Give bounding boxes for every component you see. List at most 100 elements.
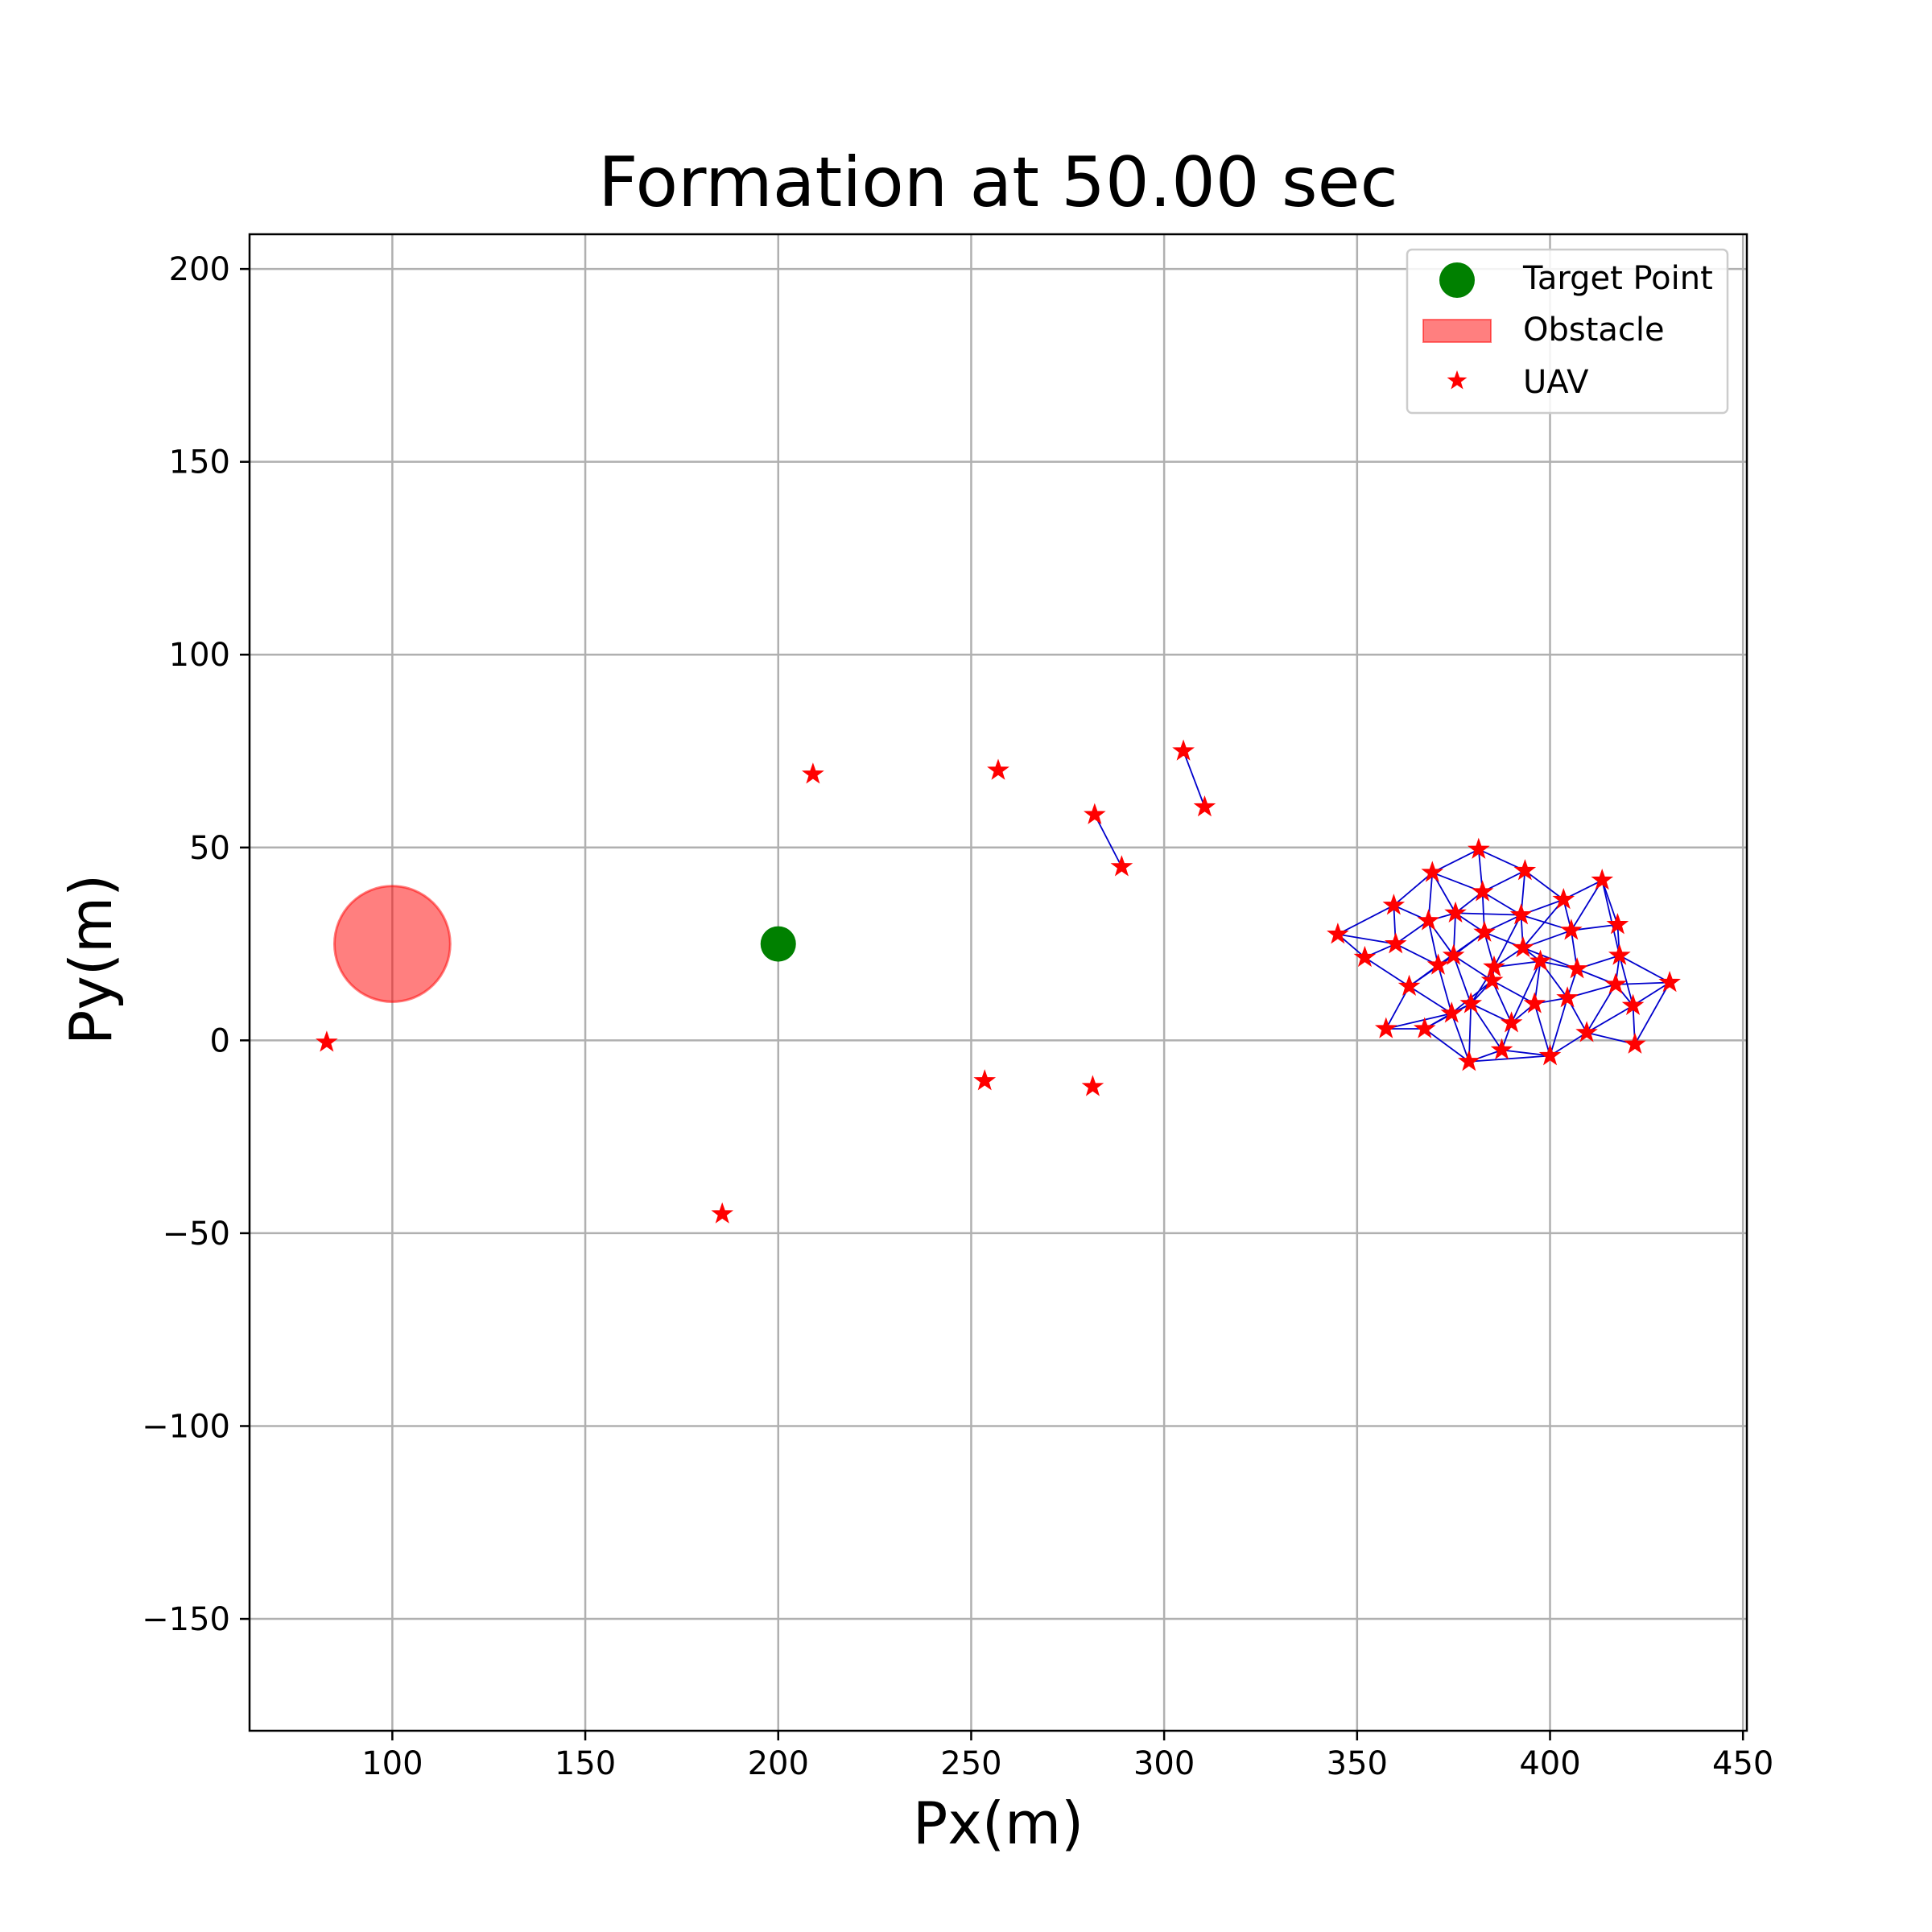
y-tick-label: −150 bbox=[142, 1601, 230, 1638]
y-axis-label: Py(m) bbox=[57, 874, 125, 1045]
uav-link bbox=[1337, 904, 1394, 935]
uav-link bbox=[1615, 981, 1670, 985]
uav-marker bbox=[1483, 955, 1505, 977]
uav-link bbox=[1549, 997, 1568, 1056]
uav-link bbox=[1385, 1012, 1452, 1030]
uav-link bbox=[1183, 750, 1206, 807]
legend-label-target-point: Target Point bbox=[1522, 260, 1713, 297]
uav-marker bbox=[1468, 837, 1490, 859]
uav-marker bbox=[1604, 972, 1627, 994]
uav-marker bbox=[1417, 909, 1440, 931]
uav-marker bbox=[987, 758, 1009, 780]
x-tick-label: 150 bbox=[555, 1745, 616, 1782]
x-tick-label: 300 bbox=[1133, 1745, 1195, 1782]
uav-marker bbox=[1566, 957, 1588, 979]
uav-marker bbox=[1591, 868, 1614, 890]
uav-link bbox=[1633, 981, 1670, 1007]
y-tick-label: 0 bbox=[210, 1022, 230, 1059]
uav-marker bbox=[1538, 1043, 1562, 1066]
uav-marker bbox=[1459, 992, 1483, 1013]
y-tick-label: −50 bbox=[163, 1216, 230, 1253]
uav-marker bbox=[1110, 855, 1133, 877]
uav-link bbox=[1395, 920, 1430, 945]
legend-box bbox=[1406, 248, 1729, 415]
uav-link bbox=[1451, 1013, 1470, 1063]
uav-marker bbox=[1172, 739, 1195, 761]
y-tick-label: 100 bbox=[169, 637, 230, 674]
uav-marker bbox=[1442, 943, 1465, 965]
axis-ticks: 100 150 200 250 300 350 400 450 −150 −100 −50 0 50 10… bbox=[142, 251, 1773, 1782]
chart-title: Formation at 50.00 sec bbox=[598, 142, 1398, 223]
uav-link bbox=[1524, 869, 1564, 901]
uav-link bbox=[1437, 964, 1453, 1014]
y-tick-label: 200 bbox=[169, 251, 230, 288]
legend-uav-star-marker bbox=[1447, 370, 1468, 390]
uav-marker bbox=[1458, 1050, 1480, 1071]
uav-marker bbox=[1413, 1017, 1436, 1038]
legend-label-uav: UAV bbox=[1523, 364, 1589, 401]
legend-target-point-marker bbox=[1439, 262, 1475, 298]
uav-marker bbox=[1621, 993, 1645, 1016]
y-tick-label: −100 bbox=[142, 1408, 230, 1445]
uav-marker bbox=[1374, 1017, 1397, 1038]
uav-marker bbox=[1327, 923, 1349, 944]
uav-link bbox=[1601, 880, 1619, 925]
uav-link bbox=[1337, 933, 1396, 945]
x-tick-label: 450 bbox=[1712, 1745, 1773, 1782]
uav-marker bbox=[1397, 974, 1421, 997]
x-tick-label: 200 bbox=[748, 1745, 809, 1782]
x-tick-label: 250 bbox=[940, 1745, 1001, 1782]
uav-marker bbox=[1353, 945, 1377, 968]
uav-link bbox=[1586, 1005, 1634, 1034]
uav-link bbox=[1522, 898, 1564, 948]
x-tick-label: 400 bbox=[1519, 1745, 1580, 1782]
uav-marker bbox=[1382, 894, 1406, 915]
uav-marker bbox=[1560, 919, 1583, 940]
uav-link bbox=[1493, 914, 1522, 968]
legend: Target Point Obstacle UAV bbox=[1406, 248, 1729, 415]
uav-marker bbox=[1421, 861, 1444, 882]
uav-link bbox=[1431, 848, 1480, 873]
plot-frame bbox=[248, 233, 1748, 1732]
uav-link bbox=[1094, 814, 1123, 868]
uav-marker bbox=[1084, 803, 1106, 824]
communication-links bbox=[1094, 750, 1670, 1063]
y-tick-label: 50 bbox=[189, 830, 230, 867]
uav-link bbox=[1634, 982, 1670, 1045]
obstacle-circle bbox=[332, 885, 452, 1003]
uav-marker bbox=[1556, 986, 1579, 1008]
uav-link bbox=[1571, 880, 1603, 931]
uav-marker bbox=[1509, 903, 1533, 925]
uav-link bbox=[1424, 1028, 1470, 1063]
x-axis-label: Px(m) bbox=[913, 1790, 1084, 1857]
uav-link bbox=[1510, 960, 1542, 1024]
uav-marker bbox=[1575, 1021, 1598, 1042]
uav-marker bbox=[1552, 887, 1575, 910]
uav-marker bbox=[1529, 949, 1552, 971]
y-tick-label: 150 bbox=[169, 444, 230, 481]
uav-marker bbox=[1512, 935, 1534, 958]
uav-marker bbox=[1608, 943, 1631, 965]
uav-marker bbox=[1480, 968, 1504, 990]
uav-link bbox=[1455, 912, 1521, 916]
uav-marker bbox=[1081, 1075, 1104, 1096]
uav-marker bbox=[1384, 932, 1407, 954]
uav-link bbox=[1601, 880, 1620, 956]
uav-link bbox=[1427, 920, 1439, 966]
uav-link bbox=[1364, 956, 1410, 988]
obstacle-layer bbox=[332, 885, 452, 1003]
uav-marker bbox=[1490, 1038, 1513, 1060]
uav-marker bbox=[1471, 880, 1494, 902]
uav-link bbox=[1491, 980, 1513, 1024]
uav-marker bbox=[316, 1030, 338, 1052]
uav-marker bbox=[1193, 795, 1216, 817]
uav-marker bbox=[973, 1069, 997, 1091]
uav-link bbox=[1468, 1055, 1550, 1063]
uav-marker bbox=[1500, 1011, 1523, 1033]
uav-link bbox=[1492, 980, 1535, 1005]
uav-marker bbox=[711, 1202, 734, 1224]
markers bbox=[316, 739, 1681, 1224]
uav-link bbox=[1618, 955, 1634, 1006]
uav-marker bbox=[1523, 992, 1546, 1013]
uav-link bbox=[1571, 923, 1618, 931]
